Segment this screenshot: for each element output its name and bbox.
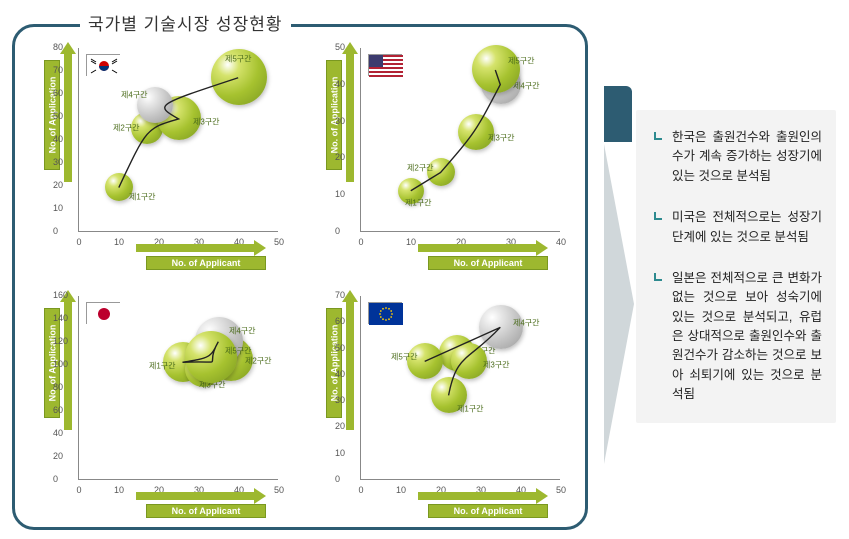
y-tick: 70: [335, 290, 345, 300]
y-arrow: [346, 52, 354, 182]
flag-kr-icon: [86, 54, 120, 76]
sidebar-tab: [604, 86, 632, 142]
x-axis-label: No. of Applicant: [428, 256, 548, 270]
x-axis-label: No. of Applicant: [146, 504, 266, 518]
x-tick: 0: [358, 237, 363, 247]
y-tick: 30: [335, 116, 345, 126]
y-tick: 80: [53, 42, 63, 52]
y-tick: 40: [53, 134, 63, 144]
x-tick: 0: [358, 485, 363, 495]
y-tick: 10: [53, 203, 63, 213]
bubble-label: 제3구간: [193, 117, 220, 128]
bubble-label: 제4구간: [229, 326, 256, 337]
y-tick: 20: [53, 451, 63, 461]
bubble-label: 제1구간: [129, 192, 156, 203]
y-tick: 160: [53, 290, 68, 300]
x-arrow: [136, 492, 256, 500]
y-tick: 10: [335, 189, 345, 199]
y-tick: 0: [335, 226, 340, 236]
y-tick: 20: [335, 152, 345, 162]
y-tick: 70: [53, 65, 63, 75]
bubble-label: 제5구간: [391, 351, 418, 362]
bubble-5: [472, 45, 520, 93]
y-tick: 60: [53, 405, 63, 415]
y-tick: 30: [335, 395, 345, 405]
bullet-mark-icon: [654, 273, 662, 281]
chart-us: No. of Application 01020304050010203040제…: [308, 40, 576, 274]
y-tick: 20: [335, 421, 345, 431]
bubble-label: 제5구간: [508, 56, 535, 67]
y-tick: 50: [335, 42, 345, 52]
bubble-label: 제5구간: [225, 346, 252, 357]
sidebar-bullet-3: 일본은 전체적으로 큰 변화가 없는 것으로 보아 성숙기에 있는 것으로 분석…: [654, 269, 822, 405]
y-tick: 30: [53, 157, 63, 167]
x-tick: 50: [556, 485, 566, 495]
x-tick: 10: [114, 237, 124, 247]
y-tick: 50: [53, 111, 63, 121]
chart-grid: No. of Application 010203040506070800102…: [26, 40, 578, 522]
x-tick: 50: [274, 237, 284, 247]
bubble-label: 제3구간: [488, 132, 515, 143]
sidebar-bullet-2: 미국은 전체적으로는 성장기 단계에 있는 것으로 분석됨: [654, 208, 822, 247]
bubble-label: 제2구간: [113, 122, 140, 133]
x-axis-label: No. of Applicant: [146, 256, 266, 270]
x-arrow: [418, 244, 538, 252]
flag-jp-icon: [86, 302, 120, 324]
bubble-label: 제5구간: [225, 53, 252, 64]
bullet-text: 일본은 전체적으로 큰 변화가 없는 것으로 보아 성숙기에 있는 것으로 분석…: [672, 269, 822, 405]
x-tick: 40: [556, 237, 566, 247]
bubble-5: [185, 331, 237, 383]
y-arrow: [346, 300, 354, 430]
y-tick: 0: [53, 474, 58, 484]
y-tick: 20: [53, 180, 63, 190]
x-tick: 10: [396, 485, 406, 495]
bullet-mark-icon: [654, 212, 662, 220]
bullet-text: 미국은 전체적으로는 성장기 단계에 있는 것으로 분석됨: [672, 208, 822, 247]
y-arrow: [64, 52, 72, 182]
y-tick: 140: [53, 313, 68, 323]
bullet-mark-icon: [654, 132, 662, 140]
bubble-label: 제2구간: [245, 356, 272, 367]
x-tick: 0: [76, 485, 81, 495]
bubble-label: 제1구간: [405, 197, 432, 208]
page-title: 국가별 기술시장 성장현황: [80, 10, 291, 35]
y-tick: 10: [335, 448, 345, 458]
chart-eu: No. of Application 010203040506070010203…: [308, 288, 576, 522]
sidebar-box: 한국은 출원건수와 출원인의 수가 계속 증가하는 성장기에 있는 것으로 분석…: [636, 110, 836, 423]
bubble-3: [451, 343, 487, 379]
x-arrow: [418, 492, 538, 500]
y-tick: 40: [53, 428, 63, 438]
y-tick: 0: [335, 474, 340, 484]
x-axis-label: No. of Applicant: [428, 504, 548, 518]
chart-kr: No. of Application 010203040506070800102…: [26, 40, 294, 274]
y-tick: 80: [53, 382, 63, 392]
bullet-text: 한국은 출원건수와 출원인의 수가 계속 증가하는 성장기에 있는 것으로 분석…: [672, 128, 822, 186]
chart-jp: No. of Application 020406080100120140160…: [26, 288, 294, 522]
y-tick: 50: [335, 343, 345, 353]
bubble-label: 제1구간: [149, 360, 176, 371]
y-tick: 100: [53, 359, 68, 369]
y-tick: 60: [335, 316, 345, 326]
bubble-label: 제3구간: [483, 359, 510, 370]
x-arrow: [136, 244, 256, 252]
flag-eu-icon: [368, 302, 402, 324]
x-tick: 0: [76, 237, 81, 247]
x-tick: 10: [406, 237, 416, 247]
flag-us-icon: [368, 54, 402, 76]
bubble-label: 제4구간: [513, 317, 540, 328]
y-tick: 40: [335, 79, 345, 89]
sidebar-arrow: [604, 144, 634, 464]
y-tick: 120: [53, 336, 68, 346]
bubble-label: 제4구간: [121, 89, 148, 100]
bubble-label: 제1구간: [457, 403, 484, 414]
x-tick: 50: [274, 485, 284, 495]
sidebar-bullet-1: 한국은 출원건수와 출원인의 수가 계속 증가하는 성장기에 있는 것으로 분석…: [654, 128, 822, 186]
y-tick: 0: [53, 226, 58, 236]
y-tick: 60: [53, 88, 63, 98]
bubble-label: 제4구간: [513, 80, 540, 91]
y-tick: 40: [335, 369, 345, 379]
bubble-label: 제2구간: [407, 163, 434, 174]
x-tick: 10: [114, 485, 124, 495]
